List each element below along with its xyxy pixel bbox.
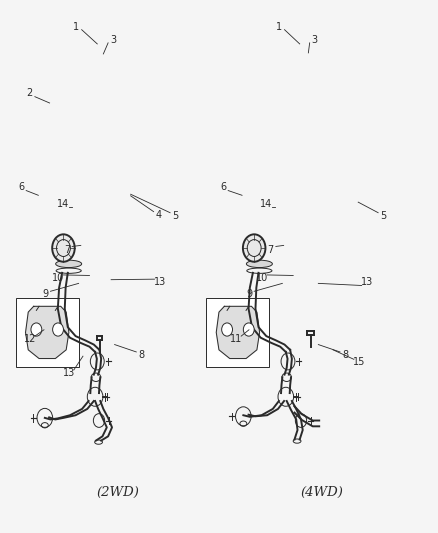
Text: 7: 7 <box>64 245 70 255</box>
Polygon shape <box>25 306 69 359</box>
Bar <box>206 298 269 367</box>
Text: (2WD): (2WD) <box>96 486 139 499</box>
Text: 13: 13 <box>360 277 372 287</box>
Text: 1: 1 <box>276 21 282 31</box>
Circle shape <box>221 323 232 336</box>
Text: 7: 7 <box>267 245 273 255</box>
Text: 14: 14 <box>57 199 70 209</box>
Text: 8: 8 <box>138 350 144 360</box>
Text: 11: 11 <box>230 334 241 344</box>
Text: 4: 4 <box>155 210 162 220</box>
Ellipse shape <box>246 260 272 268</box>
Circle shape <box>243 323 254 336</box>
Polygon shape <box>216 306 259 359</box>
Text: 1: 1 <box>73 21 79 31</box>
Text: 6: 6 <box>219 182 226 192</box>
Text: 10: 10 <box>255 273 268 283</box>
Text: 5: 5 <box>379 211 385 221</box>
Circle shape <box>242 235 265 262</box>
Text: 3: 3 <box>110 35 116 45</box>
Text: 6: 6 <box>18 182 24 192</box>
Circle shape <box>52 235 74 262</box>
Text: (4WD): (4WD) <box>299 486 342 499</box>
Ellipse shape <box>56 260 81 268</box>
Text: 5: 5 <box>172 211 178 221</box>
Text: 3: 3 <box>311 35 317 45</box>
Text: 15: 15 <box>352 358 364 367</box>
Bar <box>16 298 78 367</box>
Text: 9: 9 <box>42 289 48 300</box>
Text: 2: 2 <box>26 88 33 99</box>
Circle shape <box>53 323 64 336</box>
Text: 14: 14 <box>260 199 272 209</box>
Text: 12: 12 <box>23 334 36 344</box>
Text: 8: 8 <box>341 350 347 360</box>
Text: 13: 13 <box>153 277 166 287</box>
Text: 9: 9 <box>245 289 251 300</box>
Text: 10: 10 <box>52 273 64 283</box>
Text: 13: 13 <box>62 368 74 378</box>
Circle shape <box>31 323 42 336</box>
